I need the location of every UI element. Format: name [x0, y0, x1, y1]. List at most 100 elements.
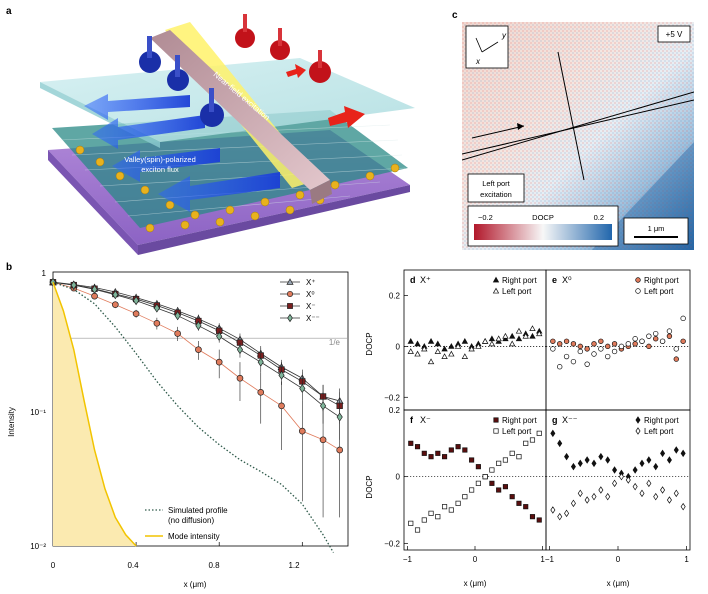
- legend-label: X⁰: [306, 290, 315, 299]
- docp-point: [653, 336, 659, 342]
- docp-point: [598, 486, 604, 494]
- red-arrow-right: [328, 106, 365, 128]
- waveguide-bar: [150, 30, 330, 190]
- data-point: [298, 427, 306, 435]
- docp-point: [646, 343, 652, 350]
- docp-point: [591, 459, 597, 468]
- data-point: [216, 331, 223, 341]
- docp-point: [618, 472, 624, 481]
- docp-point: [496, 460, 502, 466]
- docp-point: [666, 333, 673, 339]
- docp-point: [673, 489, 679, 498]
- docp-point: [680, 315, 686, 322]
- data-point: [215, 358, 223, 366]
- panel-b-intensity-plot: Intensity x (μm) 1/e 1 10⁻¹ 10⁻² 0 0.4 0…: [7, 269, 349, 589]
- docp-point: [428, 454, 434, 460]
- ytick-label: 0: [396, 342, 401, 351]
- b-one-over-e: 1/e: [329, 338, 341, 347]
- docp-point: [673, 446, 679, 454]
- legend-marker-filled: [635, 416, 641, 424]
- data-point: [91, 284, 98, 294]
- b-series-legend: X⁺ X⁰ X⁻ X⁻⁻: [280, 278, 320, 323]
- docp-point: [660, 449, 666, 458]
- docp-point: [461, 337, 469, 344]
- b-ytick-1: 1: [42, 269, 47, 278]
- docp-point: [557, 341, 563, 347]
- docp-point: [659, 338, 666, 344]
- docp-point: [462, 494, 468, 500]
- docp-point: [591, 492, 597, 501]
- panel-title-g: X⁻⁻: [562, 415, 578, 425]
- data-point: [195, 346, 202, 353]
- docp-point: [584, 361, 590, 367]
- docp-point: [427, 358, 435, 365]
- docp-point: [577, 489, 583, 498]
- docp-point: [598, 452, 604, 461]
- data-point: [336, 412, 343, 422]
- x-axis-label-left: x (μm): [464, 579, 487, 588]
- docp-point: [469, 457, 475, 463]
- docp-point: [509, 494, 515, 500]
- axes-orientation-box: [465, 25, 509, 69]
- legend-left-port: Left port: [644, 427, 674, 436]
- docp-point: [515, 335, 523, 342]
- docp-point: [523, 504, 529, 510]
- data-point: [278, 370, 285, 380]
- docp-point: [646, 456, 652, 464]
- docp-point: [632, 336, 638, 342]
- docp-point: [557, 364, 563, 370]
- docp-point: [550, 429, 556, 438]
- docp-point: [536, 517, 542, 523]
- series-line-2: [52, 281, 340, 407]
- docp-point: [421, 517, 427, 523]
- docp-point: [653, 330, 659, 337]
- panel-title-e: X⁰: [562, 275, 572, 285]
- docp-point: [646, 333, 652, 339]
- docp-point: [680, 502, 686, 511]
- docp-point: [639, 338, 645, 344]
- docp-point: [496, 487, 502, 493]
- docp-point: [455, 444, 461, 450]
- docp-point: [434, 340, 442, 347]
- docp-point: [550, 346, 556, 352]
- docp-point: [557, 439, 563, 448]
- docp-point: [605, 492, 611, 501]
- f-ylabel: DOCP: [365, 475, 374, 498]
- docp-point: [632, 341, 638, 347]
- data-point: [112, 301, 119, 308]
- panel-title-f: X⁻: [420, 415, 431, 425]
- legend-marker: [287, 313, 293, 323]
- docp-point: [441, 345, 448, 352]
- docp-point: [680, 449, 686, 458]
- x-axis-label-right: x (μm): [607, 579, 630, 588]
- docp-point: [557, 512, 563, 521]
- docp-point: [408, 440, 414, 446]
- docp-point: [475, 464, 481, 470]
- data-point: [336, 446, 344, 454]
- docp-point: [673, 356, 679, 362]
- docp-point: [408, 520, 414, 526]
- docp-point: [469, 487, 475, 493]
- docp-point: [577, 459, 583, 468]
- data-point: [299, 383, 306, 394]
- docp-point: [407, 348, 414, 354]
- legend-right-port: Right port: [644, 416, 679, 425]
- docp-point: [653, 462, 659, 471]
- docp-point: [489, 467, 495, 473]
- ytick-label: 0.2: [389, 291, 401, 300]
- colorbar-max: 0.2: [594, 213, 604, 222]
- b-xtick-0.8: 0.8: [208, 561, 220, 570]
- legend-left-port: Left port: [502, 427, 532, 436]
- data-point: [257, 388, 265, 396]
- scalebar-label: 1 μm: [648, 224, 665, 233]
- docp-point: [653, 492, 659, 501]
- legend-marker-open: [493, 428, 499, 434]
- legend-marker: [286, 290, 294, 298]
- legend-label: X⁻⁻: [306, 314, 320, 323]
- b-ytick-0.1: 10⁻¹: [30, 408, 46, 417]
- legend-marker: [287, 303, 293, 309]
- docp-point: [611, 341, 618, 347]
- docp-point: [570, 358, 577, 365]
- docp-point: [475, 480, 481, 486]
- docp-point: [666, 456, 672, 464]
